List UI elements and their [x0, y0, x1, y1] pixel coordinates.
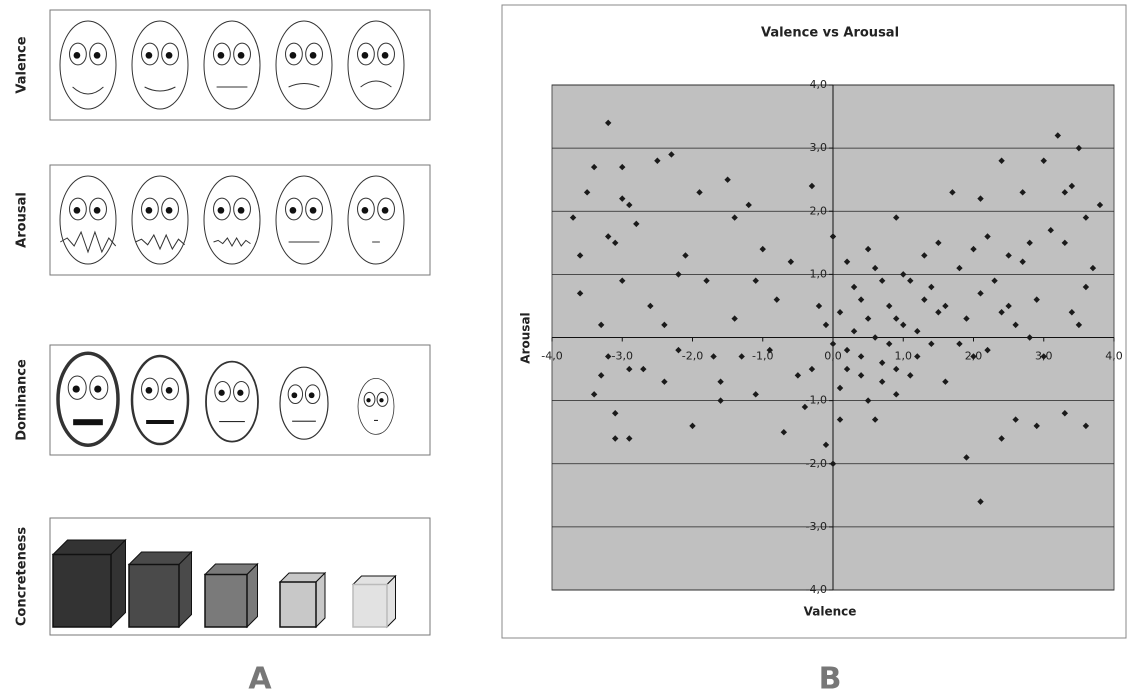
manikin-pupil	[366, 398, 370, 402]
y-tick-label: -1,0	[806, 394, 827, 407]
manikin-pupil	[362, 207, 369, 214]
manikin-pupil	[291, 392, 297, 398]
manikin-pupil	[362, 52, 369, 59]
y-tick-label: 3,0	[810, 141, 828, 154]
cube-front	[53, 555, 111, 628]
page: {"panels": { "a": {"letter": "A", "rows"…	[0, 0, 1130, 698]
manikin-pupil	[166, 387, 173, 394]
row-label: Concreteness	[15, 527, 30, 627]
manikin-pupil	[310, 52, 317, 59]
cube-front	[205, 575, 247, 628]
manikin-head	[206, 362, 258, 442]
figure: Valence vs Arousal Valence Arousal A B V…	[0, 0, 1130, 694]
cube-side	[179, 552, 192, 627]
manikin-pupil	[94, 207, 101, 214]
panel-letter: A	[248, 662, 272, 695]
chart-title: Valence vs Arousal	[761, 26, 899, 41]
manikin-pupil	[310, 207, 317, 214]
manikin-mouth	[292, 421, 316, 422]
x-tick-label: 4,0	[1105, 350, 1123, 363]
manikin-pupil	[166, 207, 173, 214]
manikin-pupil	[74, 52, 81, 59]
manikin-pupil	[290, 207, 297, 214]
manikin-pupil	[379, 398, 383, 402]
manikin-pupil	[382, 207, 389, 214]
row-label: Dominance	[15, 359, 30, 441]
y-axis-label: Arousal	[519, 312, 533, 363]
manikin-head	[132, 176, 188, 264]
manikin-pupil	[94, 385, 101, 392]
cube-front	[353, 585, 387, 628]
manikin-pupil	[166, 52, 173, 59]
manikin-pupil	[73, 385, 80, 392]
manikin-pupil	[290, 52, 297, 59]
y-tick-label: -4,0	[806, 583, 827, 596]
x-tick-label: 1,0	[895, 350, 913, 363]
y-tick-label: 1,0	[810, 267, 828, 280]
manikin-head	[132, 21, 188, 109]
manikin-head	[348, 176, 404, 264]
manikin-head	[204, 176, 260, 264]
row-label: Arousal	[15, 192, 30, 248]
manikin-pupil	[238, 207, 245, 214]
y-tick-label: 2,0	[810, 204, 828, 217]
manikin-pupil	[146, 207, 153, 214]
cube-side	[387, 576, 396, 627]
manikin-pupil	[218, 207, 225, 214]
manikin-pupil	[94, 52, 101, 59]
y-tick-label: -2,0	[806, 457, 827, 470]
x-tick-label: -3,0	[612, 350, 633, 363]
manikin-head	[276, 176, 332, 264]
manikin-head	[276, 21, 332, 109]
panel-letter: B	[819, 662, 842, 695]
manikin-pupil	[74, 207, 81, 214]
cube-side	[316, 573, 325, 627]
manikin-pupil	[309, 392, 315, 398]
cube-front	[129, 565, 179, 628]
manikin-head	[132, 356, 188, 444]
manikin-pupil	[237, 390, 243, 396]
x-tick-label: -2,0	[682, 350, 703, 363]
manikin-head	[58, 353, 118, 445]
x-tick-label: -4,0	[541, 350, 562, 363]
manikin-head	[358, 378, 394, 434]
manikin-head	[204, 21, 260, 109]
manikin-pupil	[238, 52, 245, 59]
manikin-pupil	[218, 52, 225, 59]
y-tick-label: 4,0	[810, 78, 828, 91]
x-axis-label: Valence	[804, 605, 857, 619]
manikin-mouth	[219, 421, 245, 422]
manikin-pupil	[146, 387, 153, 394]
cube-side	[247, 564, 258, 627]
manikin-pupil	[146, 52, 153, 59]
manikin-mouth	[374, 420, 378, 421]
row-label: Valence	[15, 36, 30, 93]
manikin-mouth	[73, 419, 103, 425]
cube-side	[111, 540, 126, 627]
manikin-head	[60, 21, 116, 109]
manikin-head	[348, 21, 404, 109]
manikin-pupil	[219, 390, 225, 396]
manikin-pupil	[382, 52, 389, 59]
manikin-mouth	[146, 420, 174, 424]
manikin-head	[280, 367, 328, 439]
cube-front	[280, 582, 316, 627]
y-tick-label: -3,0	[806, 520, 827, 533]
